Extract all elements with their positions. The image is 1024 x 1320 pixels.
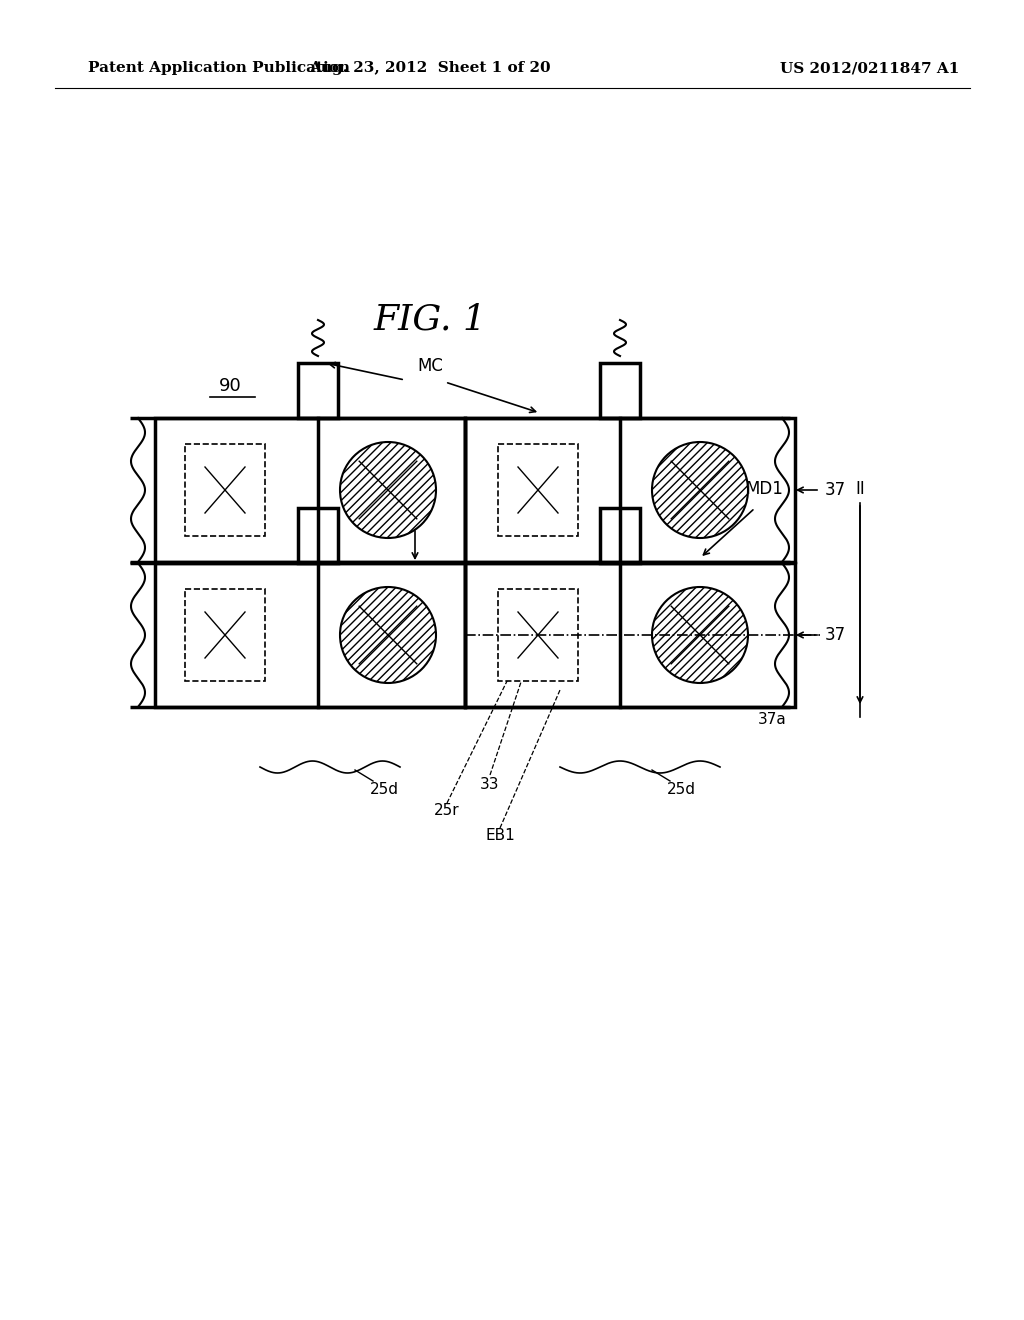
Text: Patent Application Publication: Patent Application Publication [88,61,350,75]
Text: US 2012/0211847 A1: US 2012/0211847 A1 [780,61,959,75]
Circle shape [652,442,748,539]
Text: II: II [411,480,420,498]
Text: 25d: 25d [370,781,399,797]
Circle shape [652,587,748,682]
Text: 30: 30 [498,480,518,498]
Bar [498,444,578,536]
Bar [155,564,465,708]
Text: MC: MC [417,356,443,375]
Bar [298,363,338,418]
Text: 37: 37 [825,626,846,644]
Bar [465,418,795,562]
Text: 37a: 37a [758,711,786,727]
Bar [600,508,640,564]
Circle shape [340,587,436,682]
Text: II: II [855,480,865,498]
Circle shape [652,587,748,682]
Bar [155,418,465,562]
Circle shape [340,587,436,682]
Text: 90: 90 [219,378,242,395]
Bar [498,589,578,681]
Bar [185,589,265,681]
Bar [185,444,265,536]
Text: 25d: 25d [667,781,696,797]
Circle shape [340,442,436,539]
Text: Aug. 23, 2012  Sheet 1 of 20: Aug. 23, 2012 Sheet 1 of 20 [309,61,551,75]
Text: 33: 33 [480,777,500,792]
Circle shape [652,442,748,539]
Text: EB1: EB1 [485,828,515,843]
Text: FIG. 1: FIG. 1 [374,304,486,337]
Text: 25r: 25r [434,803,460,818]
Circle shape [340,442,436,539]
Bar [600,363,640,418]
Text: 37: 37 [825,480,846,499]
Bar [298,508,338,564]
Text: MD1: MD1 [745,480,783,498]
Bar [465,564,795,708]
